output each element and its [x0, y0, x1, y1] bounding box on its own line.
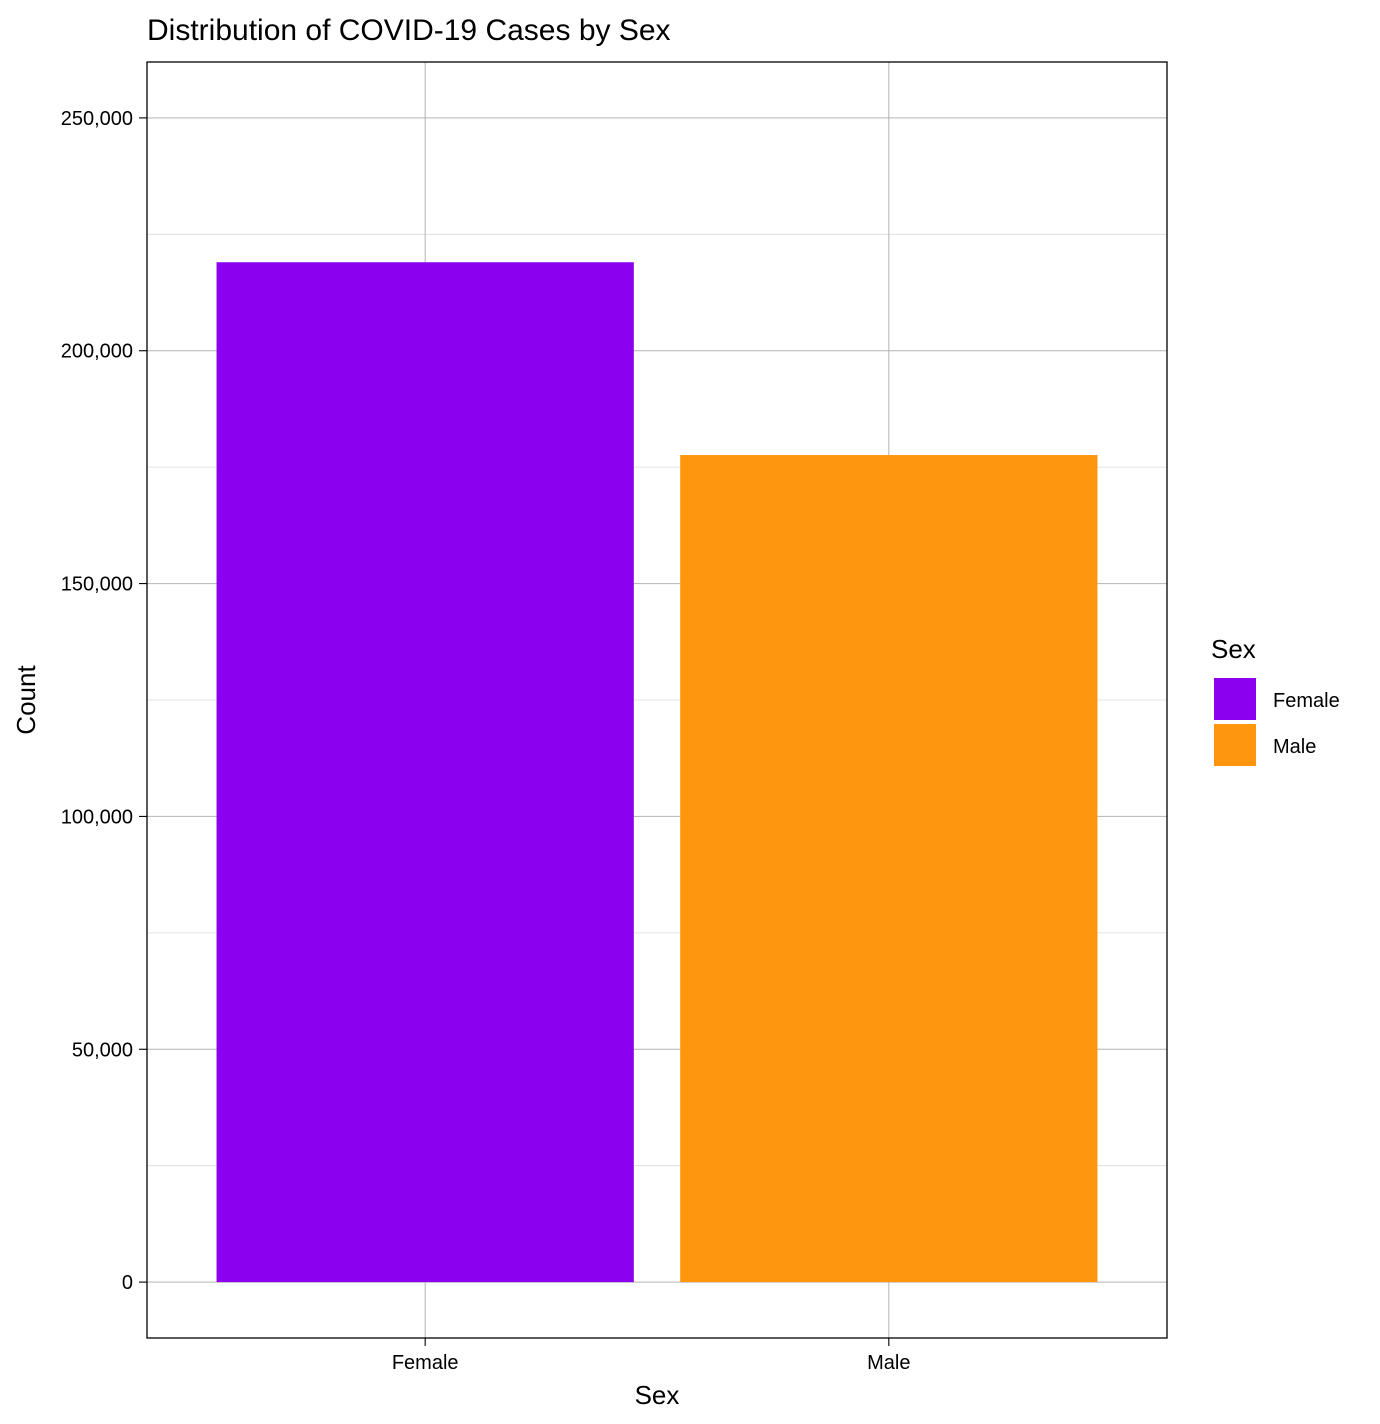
legend-label-female: Female	[1273, 690, 1340, 712]
x-tick-label: Male	[867, 1352, 910, 1374]
legend-swatch-male	[1214, 724, 1256, 766]
y-tick-label: 150,000	[61, 574, 133, 596]
bars	[216, 262, 1098, 1283]
y-tick-label: 50,000	[72, 1039, 133, 1061]
x-axis: Female Male	[392, 1338, 910, 1374]
legend: Sex Female Male	[1211, 634, 1340, 766]
legend-title: Sex	[1211, 634, 1256, 664]
y-tick-label: 250,000	[61, 108, 133, 130]
legend-label-male: Male	[1273, 736, 1316, 758]
y-axis-title: Count	[11, 665, 41, 735]
bar-male	[680, 455, 1098, 1283]
y-tick-label: 100,000	[61, 806, 133, 828]
plot-panel	[146, 61, 1168, 1339]
legend-swatch-female	[1214, 678, 1256, 720]
y-tick-label: 0	[122, 1272, 133, 1294]
chart-title: Distribution of COVID-19 Cases by Sex	[147, 14, 671, 47]
y-tick-label: 200,000	[61, 341, 133, 363]
x-tick-label: Female	[392, 1352, 459, 1374]
y-axis: 0 50,000 100,000 150,000 200,000 250,000	[61, 108, 147, 1294]
bar-female	[216, 262, 634, 1283]
x-axis-title: Sex	[635, 1380, 680, 1410]
